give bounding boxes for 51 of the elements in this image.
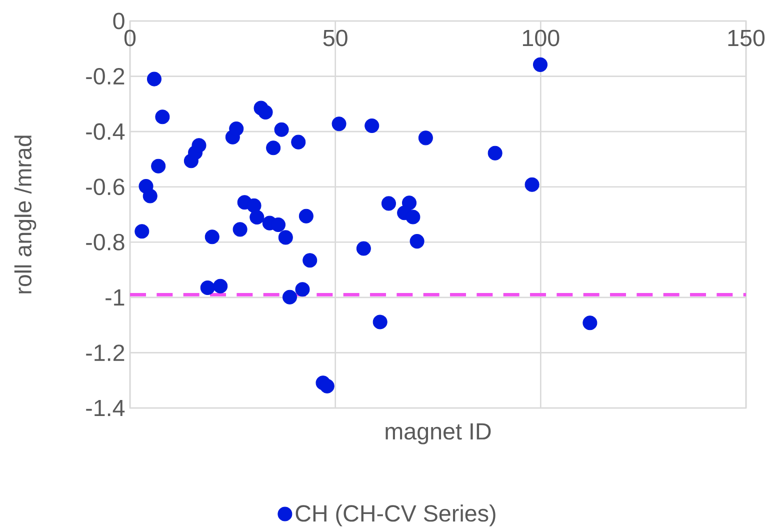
point — [418, 130, 433, 146]
point — [291, 134, 306, 150]
point — [232, 222, 248, 237]
point — [250, 210, 264, 225]
point — [488, 146, 502, 160]
point — [524, 177, 540, 192]
y-tick-label: -0.2 — [86, 68, 124, 85]
point — [204, 230, 220, 244]
point — [381, 196, 396, 211]
x-tick-label: 0 — [124, 30, 136, 46]
y-axis-title: roll angle /mrad — [14, 136, 36, 294]
y-tick-label: -0.4 — [86, 123, 125, 140]
y-tick-label: -1.2 — [86, 344, 124, 361]
point — [246, 198, 262, 213]
x-tick-label: 150 — [728, 30, 765, 46]
y-tick-label: -1.4 — [86, 400, 125, 416]
point — [155, 110, 170, 124]
x-tick-label: 100 — [522, 30, 560, 46]
point — [282, 290, 298, 304]
y-tick-label: -1 — [106, 289, 124, 306]
y-tick-label: -0.6 — [86, 178, 124, 196]
x-tick-label: 50 — [323, 30, 348, 46]
point — [151, 158, 166, 174]
point — [146, 72, 162, 86]
point — [364, 118, 380, 134]
legend-label: CH (CH-CV Series) — [296, 504, 496, 526]
point — [266, 140, 281, 156]
point — [532, 57, 548, 72]
point — [582, 316, 598, 330]
point — [320, 378, 334, 394]
point — [298, 208, 314, 224]
point — [274, 122, 289, 137]
y-tick-label: 0 — [113, 12, 124, 30]
point — [302, 253, 318, 268]
point — [213, 278, 228, 294]
x-axis-title: magnet ID — [386, 423, 491, 444]
point — [372, 314, 388, 330]
point — [295, 282, 310, 297]
point — [229, 122, 244, 136]
point — [192, 138, 206, 153]
point — [356, 241, 371, 256]
point — [406, 210, 420, 224]
point — [142, 188, 158, 204]
y-tick-label: -0.8 — [86, 234, 124, 250]
point — [134, 224, 150, 239]
point — [258, 104, 273, 120]
point — [278, 230, 293, 245]
point — [410, 234, 424, 249]
point — [200, 280, 215, 296]
point — [332, 116, 346, 132]
point — [270, 217, 286, 232]
